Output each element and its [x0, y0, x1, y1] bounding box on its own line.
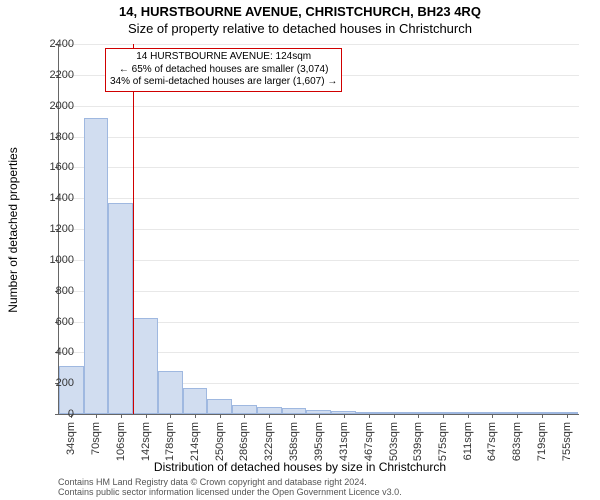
x-tick-label: 178sqm [164, 422, 176, 461]
y-tick-label: 0 [40, 408, 74, 420]
x-tick-label: 647sqm [486, 422, 498, 461]
x-tick-label: 611sqm [462, 422, 474, 460]
histogram-bar [84, 118, 109, 414]
x-tick-label: 250sqm [214, 422, 226, 461]
y-tick-label: 1000 [40, 254, 74, 266]
y-tick-label: 1400 [40, 192, 74, 204]
x-tick-label: 322sqm [263, 422, 275, 461]
page-subtitle: Size of property relative to detached ho… [0, 19, 600, 36]
annotation-line-1: 14 HURSTBOURNE AVENUE: 124sqm [110, 51, 337, 64]
y-tick-label: 1600 [40, 161, 74, 173]
x-axis-label: Distribution of detached houses by size … [0, 460, 600, 474]
y-axis-label: Number of detached properties [6, 147, 20, 312]
y-tick-label: 2200 [40, 69, 74, 81]
x-tick-label: 467sqm [363, 422, 375, 461]
y-tick-label: 2000 [40, 100, 74, 112]
y-tick-label: 400 [40, 346, 74, 358]
x-tick-label: 142sqm [140, 422, 152, 461]
x-tick-label: 214sqm [189, 422, 201, 461]
y-tick-label: 600 [40, 316, 74, 328]
marker-line [133, 44, 134, 414]
x-tick-label: 34sqm [65, 422, 77, 455]
histogram-bar [133, 318, 158, 414]
histogram-bar [207, 399, 232, 414]
page-title-address: 14, HURSTBOURNE AVENUE, CHRISTCHURCH, BH… [0, 0, 600, 19]
x-tick-label: 431sqm [338, 422, 350, 461]
annotation-box: 14 HURSTBOURNE AVENUE: 124sqm← 65% of de… [105, 48, 342, 92]
histogram-bar [108, 203, 133, 414]
x-tick-label: 755sqm [561, 422, 573, 461]
y-tick-label: 2400 [40, 38, 74, 50]
x-tick-label: 286sqm [238, 422, 250, 461]
x-tick-label: 503sqm [388, 422, 400, 461]
annotation-line-3: 34% of semi-detached houses are larger (… [110, 76, 337, 89]
x-tick-label: 575sqm [437, 422, 449, 461]
x-tick-label: 358sqm [288, 422, 300, 461]
x-tick-label: 719sqm [536, 422, 548, 461]
x-tick-label: 395sqm [313, 422, 325, 461]
y-tick-label: 800 [40, 285, 74, 297]
histogram-bar [183, 388, 208, 414]
histogram-bar [232, 405, 257, 414]
histogram-chart: 34sqm70sqm106sqm142sqm178sqm214sqm250sqm… [58, 44, 578, 414]
histogram-bar [158, 371, 183, 414]
footer-line-2: Contains public sector information licen… [58, 488, 402, 498]
x-tick-label: 539sqm [412, 422, 424, 461]
y-tick-label: 1800 [40, 131, 74, 143]
annotation-line-2: ← 65% of detached houses are smaller (3,… [110, 64, 337, 77]
x-tick-label: 106sqm [115, 422, 127, 461]
footer-attribution: Contains HM Land Registry data © Crown c… [58, 478, 402, 498]
x-tick-label: 683sqm [511, 422, 523, 461]
histogram-bar [257, 407, 282, 414]
histogram-bar [59, 366, 84, 414]
y-tick-label: 1200 [40, 223, 74, 235]
x-tick-label: 70sqm [90, 422, 102, 455]
y-tick-label: 200 [40, 377, 74, 389]
